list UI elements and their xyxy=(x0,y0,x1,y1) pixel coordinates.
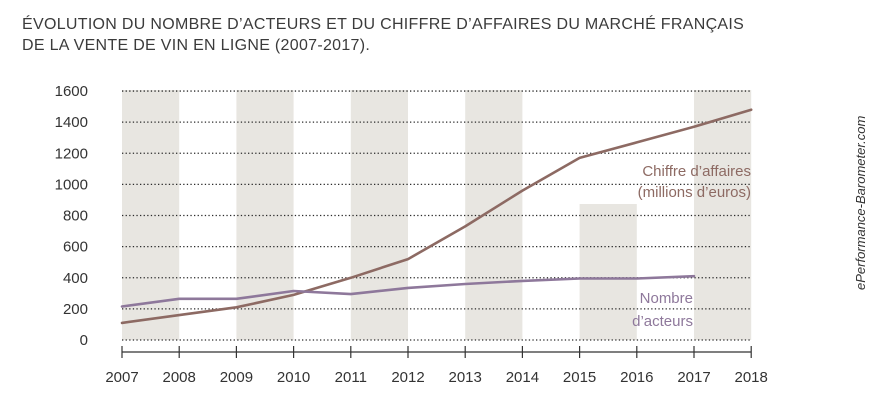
x-tick-label: 2009 xyxy=(220,369,253,386)
series-labels: Chiffre d’affaires (millions d’euros) Nomb… xyxy=(632,163,751,330)
x-tick-label: 2008 xyxy=(163,369,196,386)
x-tick-label: 2011 xyxy=(335,369,367,386)
x-tick-label: 2010 xyxy=(277,369,310,386)
source-credit: ePerformance-Barometer.com xyxy=(853,115,868,290)
chart-title: ÉVOLUTION DU NOMBRE D’ACTEURS ET DU CHIF… xyxy=(22,14,802,56)
x-tick-label: 2016 xyxy=(620,369,653,386)
y-tick-label: 400 xyxy=(63,270,88,287)
label-nombre-acteurs: Nombre xyxy=(640,290,693,307)
chart-title-line-1: ÉVOLUTION DU NOMBRE D’ACTEURS ET DU CHIF… xyxy=(22,16,745,33)
y-tick-label: 1200 xyxy=(55,145,88,162)
x-axis: 2007 2008 2009 2010 2011 2012 2013 2014 2015 2016… xyxy=(105,346,768,386)
background-band xyxy=(579,204,637,340)
y-tick-label: 0 xyxy=(80,332,88,349)
y-axis: 0 200 400 600 800 1000 1200 1400 1600 xyxy=(55,83,88,349)
y-tick-label: 1600 xyxy=(55,83,88,100)
x-tick-label: 2007 xyxy=(105,369,138,386)
x-tick-label: 2017 xyxy=(677,369,710,386)
y-tick-label: 800 xyxy=(63,208,88,225)
label-nombre-acteurs: d’acteurs xyxy=(632,313,693,330)
x-tick-label: 2013 xyxy=(449,369,482,386)
y-tick-label: 600 xyxy=(63,239,88,256)
x-tick-label: 2012 xyxy=(391,369,424,386)
y-tick-label: 1400 xyxy=(55,114,88,131)
y-tick-label: 200 xyxy=(63,301,88,318)
x-tick-label: 2014 xyxy=(506,369,539,386)
label-chiffre-affaires: Chiffre d’affaires xyxy=(642,163,751,180)
series-lines xyxy=(120,108,753,325)
series-line-chiffre-affaires xyxy=(120,108,753,325)
series-line-nombre-acteurs xyxy=(120,274,696,308)
gridlines xyxy=(122,90,751,341)
x-tick-label: 2018 xyxy=(735,369,768,386)
x-tick-label: 2015 xyxy=(563,369,596,386)
chart-title-line-2: DE LA VENTE DE VIN EN LIGNE (2007-2017). xyxy=(22,37,371,54)
y-tick-label: 1000 xyxy=(55,176,88,193)
label-chiffre-affaires: (millions d’euros) xyxy=(638,184,751,201)
